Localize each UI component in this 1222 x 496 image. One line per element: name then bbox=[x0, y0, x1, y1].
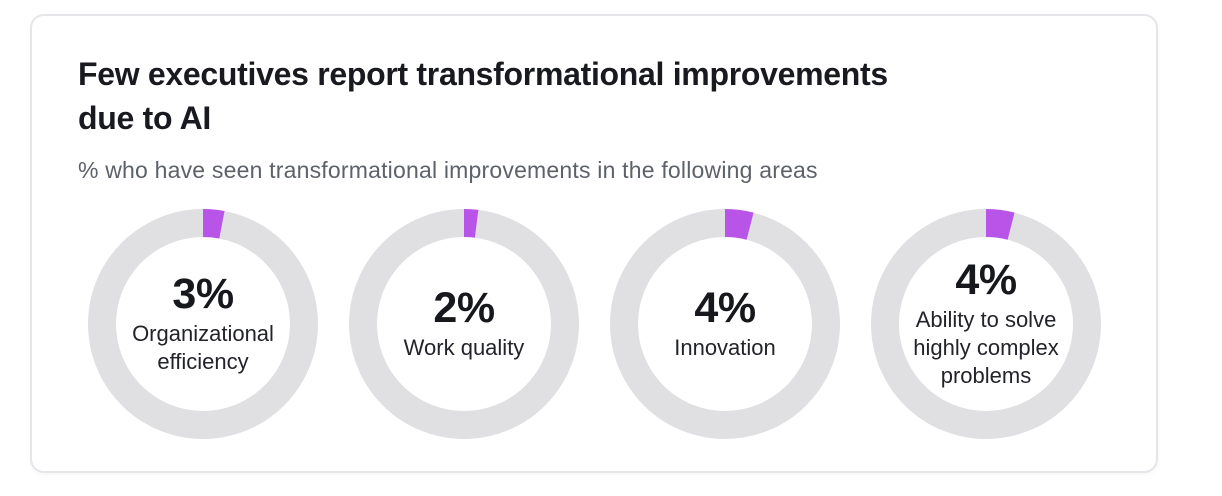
donut-center-text: 3% Organizational efficiency bbox=[88, 209, 318, 439]
donut-value-arc bbox=[349, 209, 579, 439]
donut-center-text: 4% Innovation bbox=[610, 209, 840, 439]
chart-title-line1: Few executives report transformational i… bbox=[78, 56, 888, 92]
donut-category-label: Innovation bbox=[674, 335, 776, 361]
donut-chart-organizational-efficiency: 3% Organizational efficiency bbox=[88, 209, 318, 439]
chart-subtitle: % who have seen transformational improve… bbox=[78, 157, 818, 183]
donut-chart-row: 3% Organizational efficiency 2% Work qua… bbox=[88, 209, 1110, 439]
donut-category-label: Ability to solve highly complex problems bbox=[913, 307, 1059, 389]
donut-value-arc bbox=[88, 209, 318, 439]
donut-chart-complex-problems: 4% Ability to solve highly complex probl… bbox=[871, 209, 1101, 439]
donut-svg bbox=[349, 209, 579, 439]
chart-card: Few executives report transformational i… bbox=[30, 14, 1158, 473]
chart-title: Few executives report transformational i… bbox=[78, 52, 1110, 140]
donut-svg bbox=[610, 209, 840, 439]
donut-value-label: 4% bbox=[955, 255, 1017, 304]
donut-value-arc bbox=[871, 209, 1101, 439]
donut-value-label: 2% bbox=[433, 283, 495, 332]
donut-value-label: 3% bbox=[172, 269, 234, 318]
donut-chart-innovation: 4% Innovation bbox=[610, 209, 840, 439]
chart-title-line2: due to AI bbox=[78, 100, 211, 136]
donut-chart-work-quality: 2% Work quality bbox=[349, 209, 579, 439]
donut-center-text: 4% Ability to solve highly complex probl… bbox=[871, 209, 1101, 439]
donut-value-arc bbox=[610, 209, 840, 439]
donut-value-label: 4% bbox=[694, 283, 756, 332]
donut-category-label: Organizational efficiency bbox=[132, 321, 274, 375]
donut-svg bbox=[871, 209, 1101, 439]
donut-category-label: Work quality bbox=[403, 335, 525, 361]
donut-svg bbox=[88, 209, 318, 439]
donut-center-text: 2% Work quality bbox=[349, 209, 579, 439]
